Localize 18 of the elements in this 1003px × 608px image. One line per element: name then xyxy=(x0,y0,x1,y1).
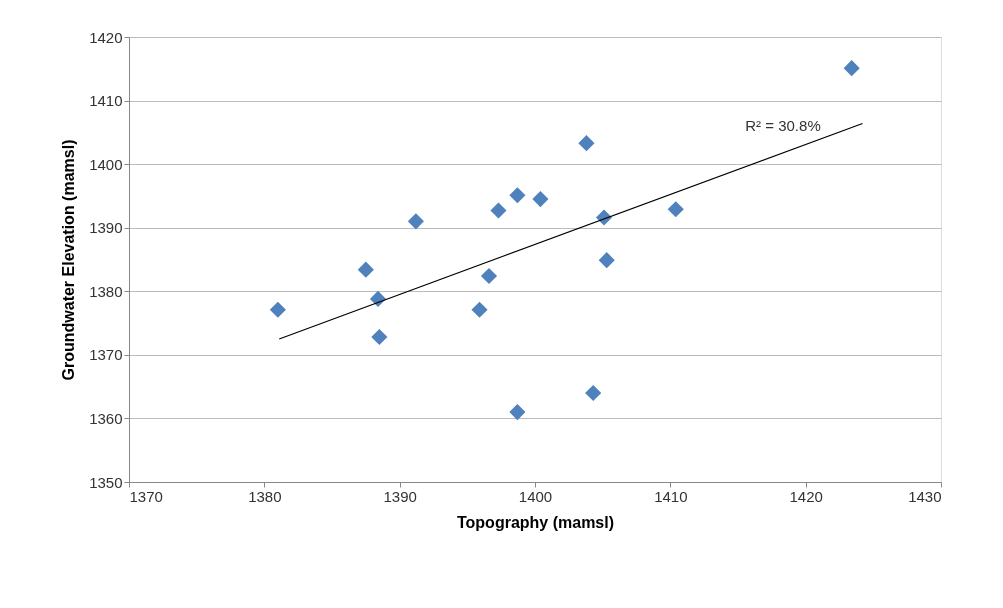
y-axis-title: Groundwater Elevation (mamsl) xyxy=(60,139,78,381)
y-tick-label: 1380 xyxy=(89,282,123,300)
annotation: R² = 30.8% xyxy=(745,117,821,134)
y-tick-label: 1390 xyxy=(89,219,123,237)
x-tick-label: 1380 xyxy=(248,487,282,505)
y-tick-label: 1420 xyxy=(89,28,123,46)
y-tick-label: 1370 xyxy=(89,346,123,364)
x-axis-title: Topography (mamsl) xyxy=(456,513,615,531)
x-tick-label: 1400 xyxy=(518,487,553,505)
y-tick-label: 1350 xyxy=(89,473,123,491)
y-tick-label: 1400 xyxy=(89,155,123,173)
x-tick-label: 1420 xyxy=(789,487,823,505)
x-tick-label: 1390 xyxy=(383,487,417,505)
x-tick-label: 1410 xyxy=(654,487,688,505)
y-tick-label: 1410 xyxy=(89,92,123,110)
x-tick-label: 1430 xyxy=(908,487,942,505)
x-tick-label: 1370 xyxy=(129,487,163,505)
y-tick-label: 1360 xyxy=(89,409,123,427)
